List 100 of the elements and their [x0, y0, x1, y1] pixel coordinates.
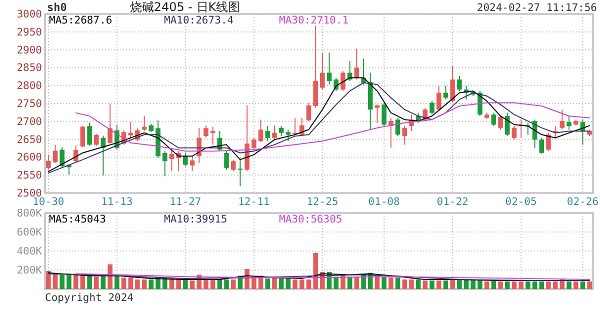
bar: [580, 281, 586, 289]
x-tick-label: 01-08: [368, 196, 400, 208]
candlestick: [108, 103, 112, 144]
bar: [484, 281, 490, 289]
bar: [121, 278, 126, 289]
candlestick: [46, 154, 51, 170]
bar: [169, 280, 174, 289]
candlestick: [382, 102, 386, 127]
candlestick: [306, 102, 312, 122]
bar: [539, 281, 544, 289]
bar: [518, 281, 524, 289]
candlestick: [278, 126, 284, 137]
annotation: 2024-02-27 11:17:56: [476, 2, 597, 14]
bar: [94, 276, 99, 289]
bar: [224, 280, 229, 289]
x-tick-label: 01-22: [436, 196, 468, 208]
annotation: sh0: [47, 1, 67, 14]
candlestick: [443, 85, 448, 100]
text: MA30:56305: [279, 214, 342, 226]
x-tick-label: 11-13: [101, 196, 133, 208]
bar: [148, 280, 154, 289]
candlestick: [272, 124, 277, 140]
y-tick-label: 2750: [16, 98, 42, 110]
candlestick: [436, 85, 442, 112]
bar: [286, 278, 291, 289]
bar: [252, 276, 256, 289]
bar: [278, 278, 284, 289]
bar: [100, 276, 106, 289]
x-tick-label: 02-26: [566, 196, 599, 208]
y-tick-label: 3000: [16, 8, 42, 20]
bar: [46, 270, 51, 289]
bar: [306, 280, 312, 289]
bar: [566, 281, 572, 289]
candlestick: [457, 75, 462, 92]
chart-title: 烧碱2405 - 日K线图: [130, 0, 240, 14]
bar: [272, 278, 277, 289]
bar: [526, 281, 530, 289]
candlestick: [566, 116, 572, 130]
bar: [128, 278, 134, 289]
candlestick: [450, 65, 455, 104]
bar: [183, 280, 188, 289]
bar: [443, 280, 448, 289]
bar: [60, 274, 65, 289]
bar: [334, 276, 339, 289]
y-tick-label: 2650: [16, 134, 42, 146]
candlestick: [94, 133, 99, 146]
candlestick: [80, 125, 86, 148]
bar: [313, 252, 318, 289]
bar: [230, 280, 236, 289]
candlestick: [430, 100, 434, 116]
bar: [504, 281, 510, 289]
text: MA5:2687.6: [49, 14, 112, 26]
bar: [299, 280, 304, 289]
y-tick-label: 600K: [16, 226, 43, 238]
text: MA10:39915: [164, 214, 228, 226]
bar: [430, 280, 434, 289]
text: MA30:2710.1: [279, 14, 349, 26]
bar: [498, 281, 503, 289]
bar: [587, 281, 592, 289]
y-tick-label: 2950: [16, 26, 42, 38]
x-tick-label: 10-30: [32, 196, 64, 208]
y-tick-label: 400K: [16, 246, 43, 258]
candlestick: [210, 126, 216, 146]
candlestick: [326, 52, 332, 86]
x-tick-label: 02-05: [505, 196, 537, 208]
y-tick-label: 2800: [16, 80, 42, 92]
candlestick: [87, 122, 92, 146]
bar: [409, 280, 414, 289]
bar: [512, 281, 517, 289]
bar: [382, 276, 386, 289]
y-tick-label: 200K: [16, 264, 43, 276]
bar: [108, 264, 112, 289]
bar: [388, 278, 394, 289]
x-tick-label: 11-27: [170, 196, 202, 208]
x-tick-label: 12-11: [238, 196, 270, 208]
candlestick: [560, 109, 565, 130]
bar: [402, 280, 408, 289]
candlestick: [512, 126, 517, 140]
bar: [450, 280, 455, 289]
candlestick: [258, 119, 264, 143]
bar: [135, 280, 140, 289]
y-tick-label: 2700: [16, 116, 42, 128]
candlestick: [52, 144, 58, 164]
candlestick: [340, 70, 346, 92]
bar: [190, 280, 195, 289]
bar: [457, 280, 462, 289]
candlestick: [230, 159, 236, 172]
candlestick: [498, 116, 503, 130]
text: MA10:2673.4: [164, 14, 234, 26]
bar: [470, 280, 476, 289]
candlestick: [162, 150, 168, 177]
text: Copyright 2024: [45, 292, 134, 304]
candlestick: [128, 122, 134, 138]
candlestick: [204, 124, 208, 138]
candlestick: [402, 126, 408, 146]
bar: [244, 269, 250, 289]
candlestick: [546, 132, 551, 152]
bar: [204, 280, 208, 289]
bar: [416, 280, 421, 289]
y-tick-label: 2850: [16, 62, 42, 74]
